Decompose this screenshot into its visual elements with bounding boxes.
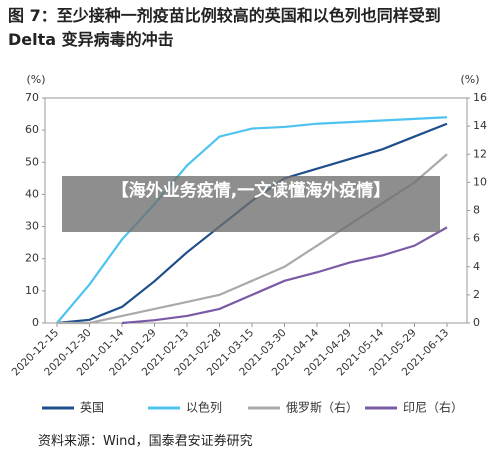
legend-label: 英国	[80, 401, 104, 415]
y-tick-label: 70	[25, 91, 39, 104]
y-tick-label: 10	[25, 284, 39, 297]
y2-tick-label: 4	[473, 260, 480, 273]
y-tick-label: 0	[32, 316, 39, 329]
y2-unit: (%)	[460, 73, 479, 86]
series-line	[121, 226, 448, 325]
legend-label: 以色列	[186, 401, 222, 415]
overlay-banner: 【海外业务疫情,一文读懂海外疫情】	[62, 176, 440, 232]
y-tick-label: 60	[25, 123, 39, 136]
y2-tick-label: 6	[473, 232, 480, 245]
y-tick-label: 50	[25, 155, 39, 168]
y2-tick-label: 16	[473, 91, 487, 104]
chart-title: 图 7：至少接种一剂疫苗比例较高的英国和以色列也同样受到 Delta 变异病毒的…	[8, 6, 441, 49]
y-tick-label: 30	[25, 220, 39, 233]
series-line	[56, 116, 448, 324]
y2-tick-label: 0	[473, 316, 480, 329]
y2-tick-label: 8	[473, 204, 480, 217]
source-note: 资料来源：Wind，国泰君安证券研究	[38, 434, 253, 449]
y2-tick-label: 2	[473, 288, 480, 301]
y-tick-label: 40	[25, 187, 39, 200]
y2-tick-label: 12	[473, 147, 487, 160]
y2-tick-label: 10	[473, 175, 487, 188]
y-unit: (%)	[26, 73, 45, 86]
legend-label: 印尼（右）	[403, 400, 463, 415]
y2-tick-label: 14	[473, 119, 487, 132]
y-tick-label: 20	[25, 252, 39, 265]
legend-label: 俄罗斯（右）	[286, 400, 358, 415]
